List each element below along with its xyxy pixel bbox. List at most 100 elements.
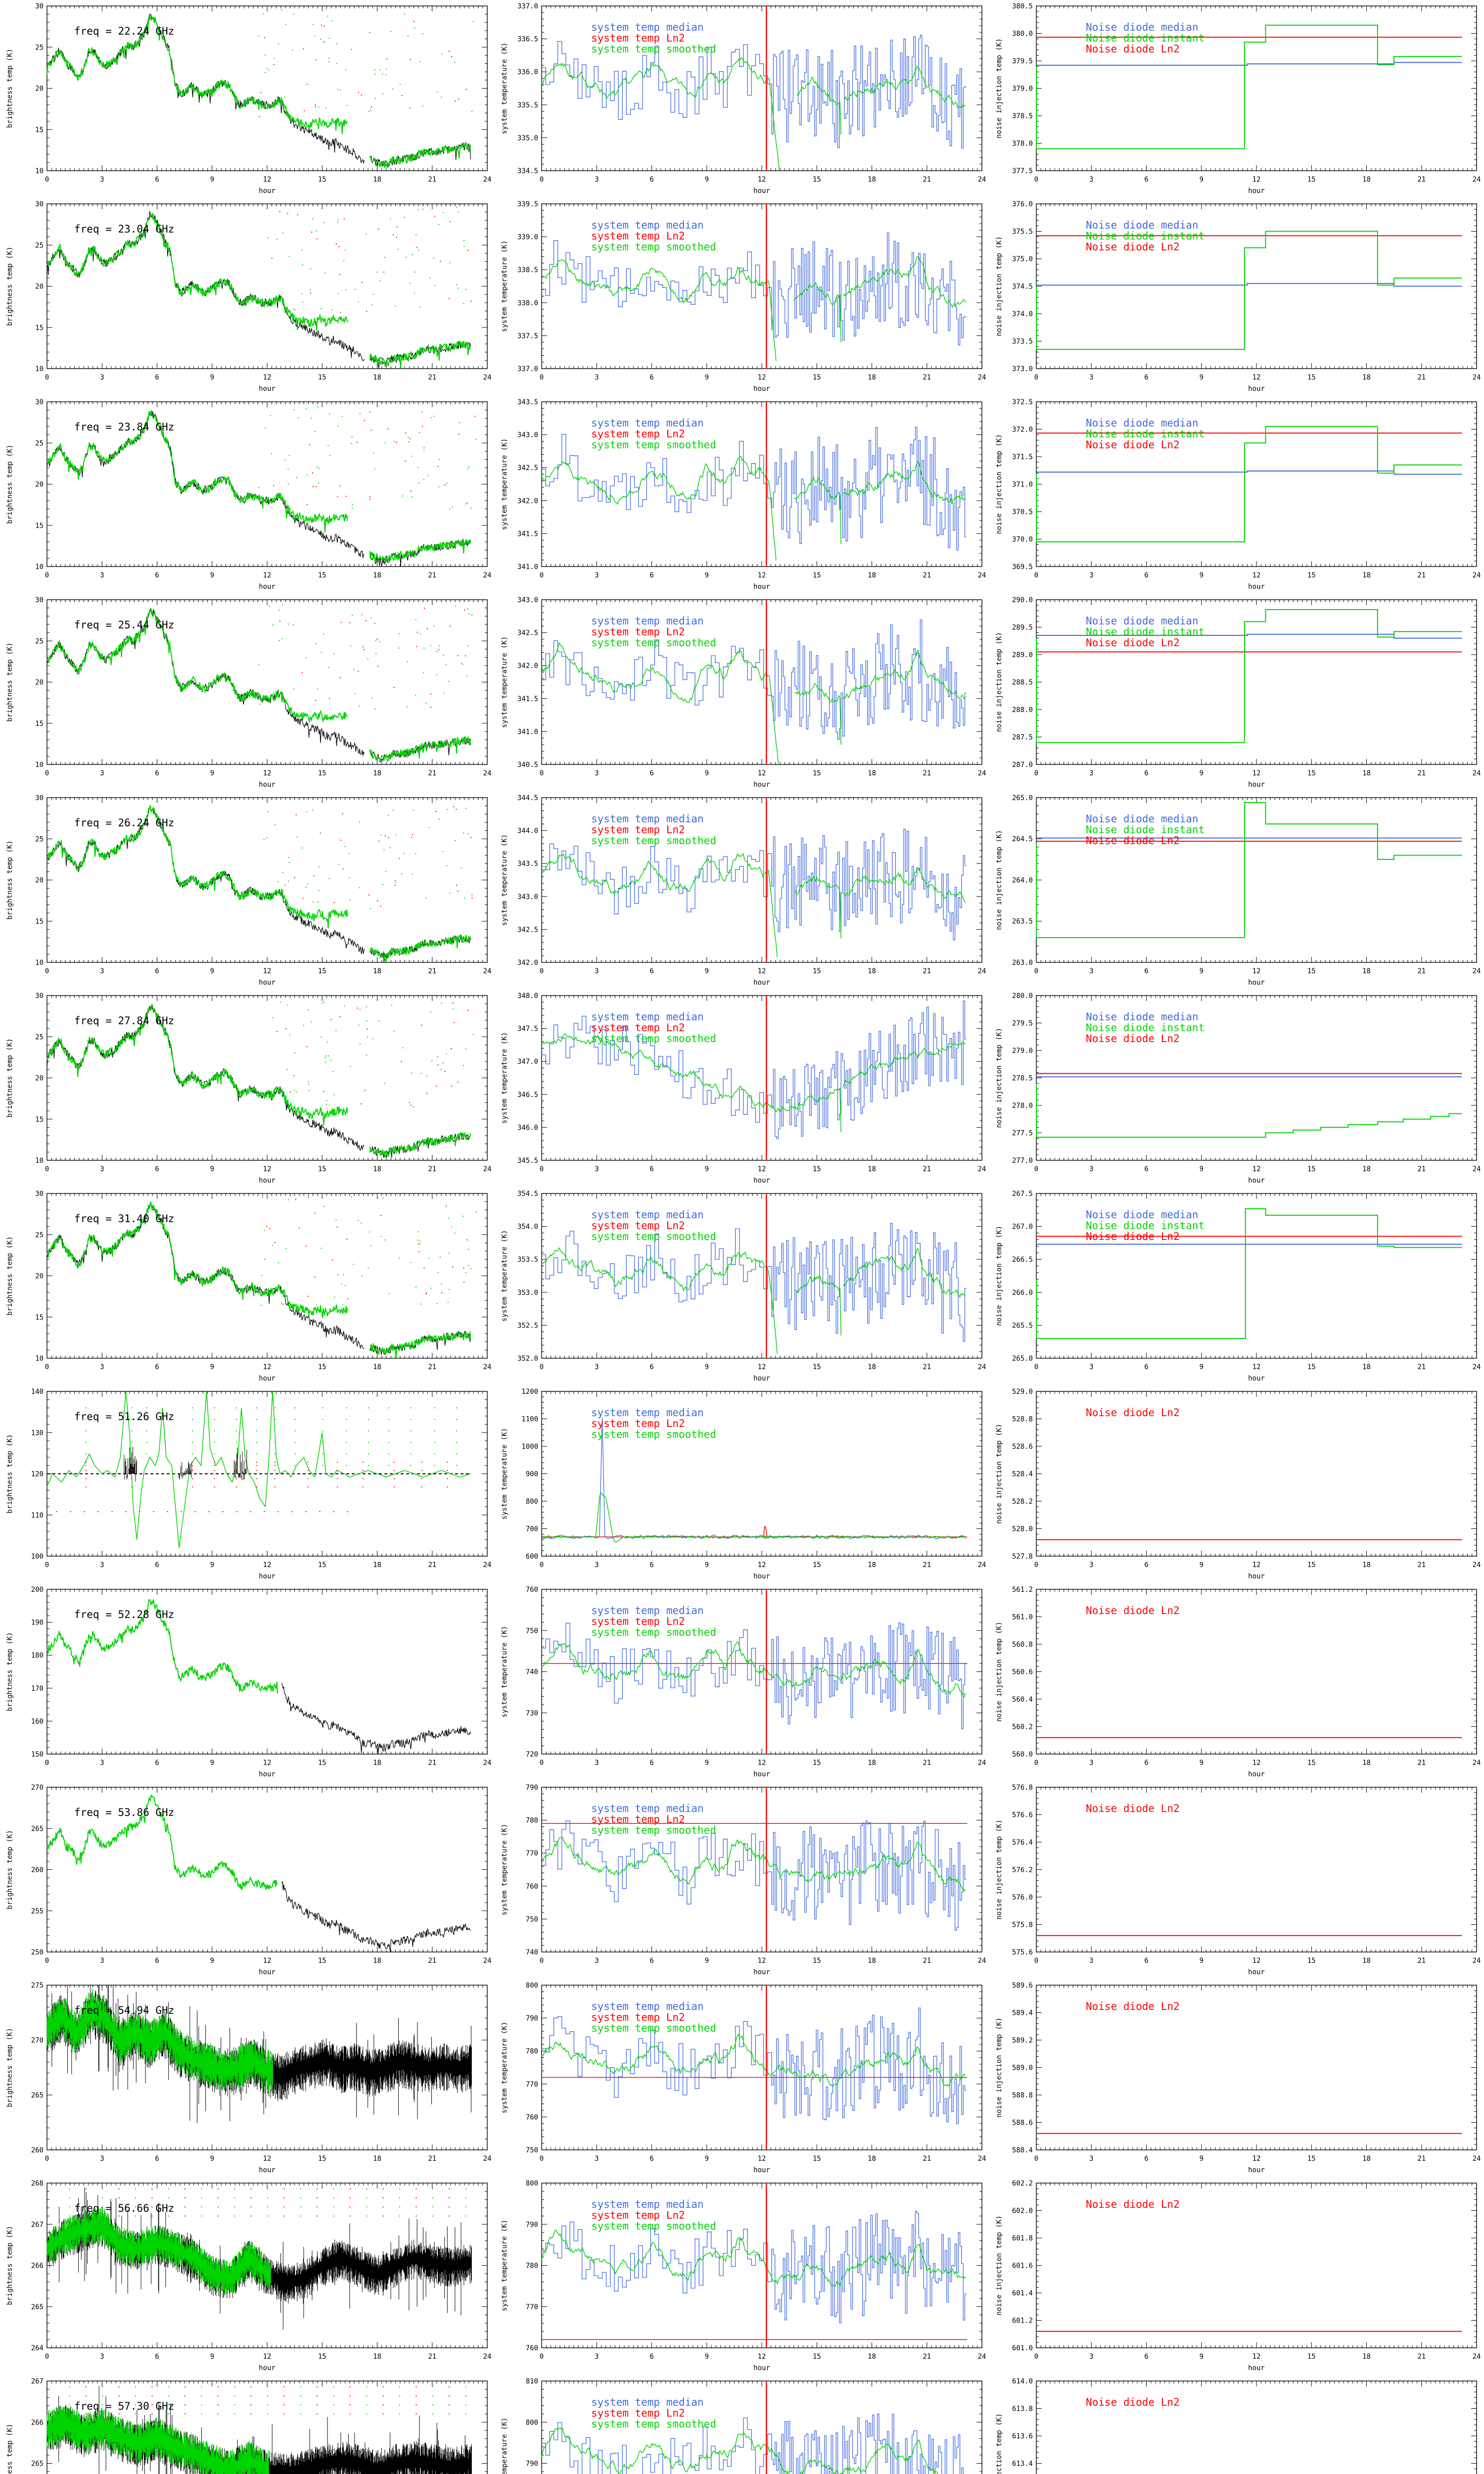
x-tick-label: 24 bbox=[483, 176, 492, 184]
y-tick-label: 30 bbox=[35, 794, 44, 802]
x-tick-label: 12 bbox=[263, 967, 272, 975]
legend-entry: Noise diode median bbox=[1086, 21, 1199, 33]
x-tick-label: 12 bbox=[1252, 967, 1261, 975]
x-tick-label: 21 bbox=[428, 967, 436, 975]
cal-dots-green bbox=[258, 604, 472, 710]
x-tick-label: 0 bbox=[45, 1165, 49, 1173]
nd-instant-step bbox=[1036, 426, 1462, 543]
plot-row5-sky: 0 3 6 9 12 15 18 21 24 10 15 20 25 30 hour brightness t… bbox=[0, 792, 495, 990]
cal-dots-green bbox=[258, 406, 477, 510]
x-tick-label: 6 bbox=[649, 967, 653, 975]
x-axis-label: hour bbox=[1248, 979, 1265, 987]
y-tick-label: 342.0 bbox=[517, 959, 538, 967]
x-tick-label: 21 bbox=[923, 1165, 931, 1173]
plot-row4-nd: 0 3 6 9 12 15 18 21 24 287.0 287.5 288.0 288.5 289.0 2… bbox=[989, 594, 1484, 792]
y-tick-label: 343.5 bbox=[517, 860, 538, 868]
y-tick-label: 15 bbox=[35, 324, 44, 332]
plot-svg: 0 3 6 9 12 15 18 21 24 340.5 341.0 341.5 342.0 342.5 3… bbox=[501, 596, 986, 789]
x-tick-label: 0 bbox=[1034, 571, 1038, 579]
y-tick-label: 345.5 bbox=[517, 1157, 538, 1165]
y-tick-label: 10 bbox=[35, 1157, 44, 1165]
series-trace bbox=[46, 608, 471, 763]
y-tick-label: 370.5 bbox=[1012, 508, 1033, 516]
y-tick-label: 335.5 bbox=[517, 101, 538, 109]
x-tick-label: 12 bbox=[263, 374, 272, 381]
x-tick-label: 3 bbox=[100, 1363, 104, 1371]
y-tick-label: 20 bbox=[35, 1075, 44, 1083]
x-tick-label: 9 bbox=[210, 374, 214, 381]
x-tick-label: 9 bbox=[210, 967, 214, 975]
x-tick-label: 6 bbox=[155, 176, 159, 184]
x-tick-label: 0 bbox=[540, 176, 544, 184]
x-tick-label: 9 bbox=[705, 967, 709, 975]
x-tick-label: 18 bbox=[1362, 374, 1371, 381]
y-axis-label: system temperature (K) bbox=[501, 636, 509, 728]
plot-row2-nd: 0 3 6 9 12 15 18 21 24 373.0 373.5 374.0 374.5 375.0 3… bbox=[989, 198, 1484, 396]
x-tick-label: 21 bbox=[428, 571, 436, 579]
plot-row3-sys: 0 3 6 9 12 15 18 21 24 341.0 341.5 342.0 342.5 343.0 3… bbox=[495, 396, 989, 594]
y-tick-label: 20 bbox=[35, 481, 44, 489]
plot-svg: 0 3 6 9 12 15 18 21 24 287.0 287.5 288.0 288.5 289.0 2… bbox=[995, 596, 1481, 789]
y-tick-label: 343.0 bbox=[517, 431, 538, 439]
plot-row7-sky: 0 3 6 9 12 15 18 21 24 10 15 20 25 30 hour brightness t… bbox=[0, 1188, 495, 1385]
series-trace bbox=[46, 805, 471, 963]
x-tick-label: 24 bbox=[1473, 374, 1481, 381]
x-tick-label: 21 bbox=[1417, 967, 1426, 975]
y-tick-label: 347.0 bbox=[517, 1058, 538, 1066]
x-axis-label: hour bbox=[753, 781, 770, 789]
x-axis-label: hour bbox=[753, 385, 770, 393]
x-tick-label: 12 bbox=[263, 176, 272, 184]
x-tick-label: 3 bbox=[1089, 1165, 1093, 1173]
y-tick-label: 373.0 bbox=[1012, 365, 1033, 373]
x-tick-label: 0 bbox=[45, 374, 49, 381]
nd-instant-step bbox=[1036, 231, 1462, 350]
x-tick-label: 3 bbox=[595, 967, 599, 975]
y-tick-label: 347.5 bbox=[517, 1025, 538, 1033]
x-tick-label: 21 bbox=[923, 176, 931, 184]
x-tick-label: 18 bbox=[1362, 176, 1371, 184]
y-tick-label: 335.0 bbox=[517, 134, 538, 142]
cal-dots-red bbox=[271, 211, 472, 313]
x-tick-label: 21 bbox=[1417, 374, 1426, 381]
y-tick-label: 30 bbox=[35, 200, 44, 208]
series-step bbox=[1036, 470, 1462, 475]
y-tick-label: 10 bbox=[35, 959, 44, 967]
x-axis-label: hour bbox=[259, 187, 276, 195]
x-tick-label: 0 bbox=[1034, 967, 1038, 975]
x-tick-label: 9 bbox=[1200, 176, 1204, 184]
y-tick-label: 344.5 bbox=[517, 794, 538, 802]
y-tick-label: 10 bbox=[35, 563, 44, 571]
x-tick-label: 12 bbox=[1252, 374, 1261, 381]
x-tick-label: 3 bbox=[100, 769, 104, 777]
y-tick-label: 288.0 bbox=[1012, 706, 1033, 714]
y-tick-label: 341.0 bbox=[517, 563, 538, 571]
y-tick-label: 374.0 bbox=[1012, 310, 1033, 318]
legend-entry: Noise diode instant bbox=[1086, 1022, 1205, 1034]
x-tick-label: 24 bbox=[978, 1165, 986, 1173]
legend-entry: system temp smoothed bbox=[591, 439, 716, 451]
y-tick-label: 337.0 bbox=[517, 2, 538, 10]
x-tick-label: 9 bbox=[1200, 769, 1204, 777]
x-axis-label: hour bbox=[259, 1177, 276, 1185]
x-tick-label: 6 bbox=[155, 1165, 159, 1173]
x-tick-label: 18 bbox=[868, 374, 876, 381]
y-tick-label: 25 bbox=[35, 439, 44, 447]
sys-smoothed-trace bbox=[541, 642, 966, 764]
legend-entry: system temp Ln2 bbox=[591, 824, 685, 836]
x-tick-label: 0 bbox=[45, 769, 49, 777]
y-axis-label: noise injection temp (K) bbox=[995, 632, 1003, 732]
x-tick-label: 9 bbox=[705, 769, 709, 777]
x-tick-label: 24 bbox=[1473, 571, 1481, 579]
x-tick-label: 15 bbox=[318, 967, 326, 975]
legend-entry: Noise diode instant bbox=[1086, 824, 1205, 836]
plot-row4-sky: 0 3 6 9 12 15 18 21 24 10 15 20 25 30 hour brightness t… bbox=[0, 594, 495, 792]
sys-smoothed-trace bbox=[541, 256, 966, 361]
y-tick-label: 341.5 bbox=[517, 695, 538, 703]
x-tick-label: 15 bbox=[318, 176, 326, 184]
x-tick-label: 6 bbox=[155, 571, 159, 579]
